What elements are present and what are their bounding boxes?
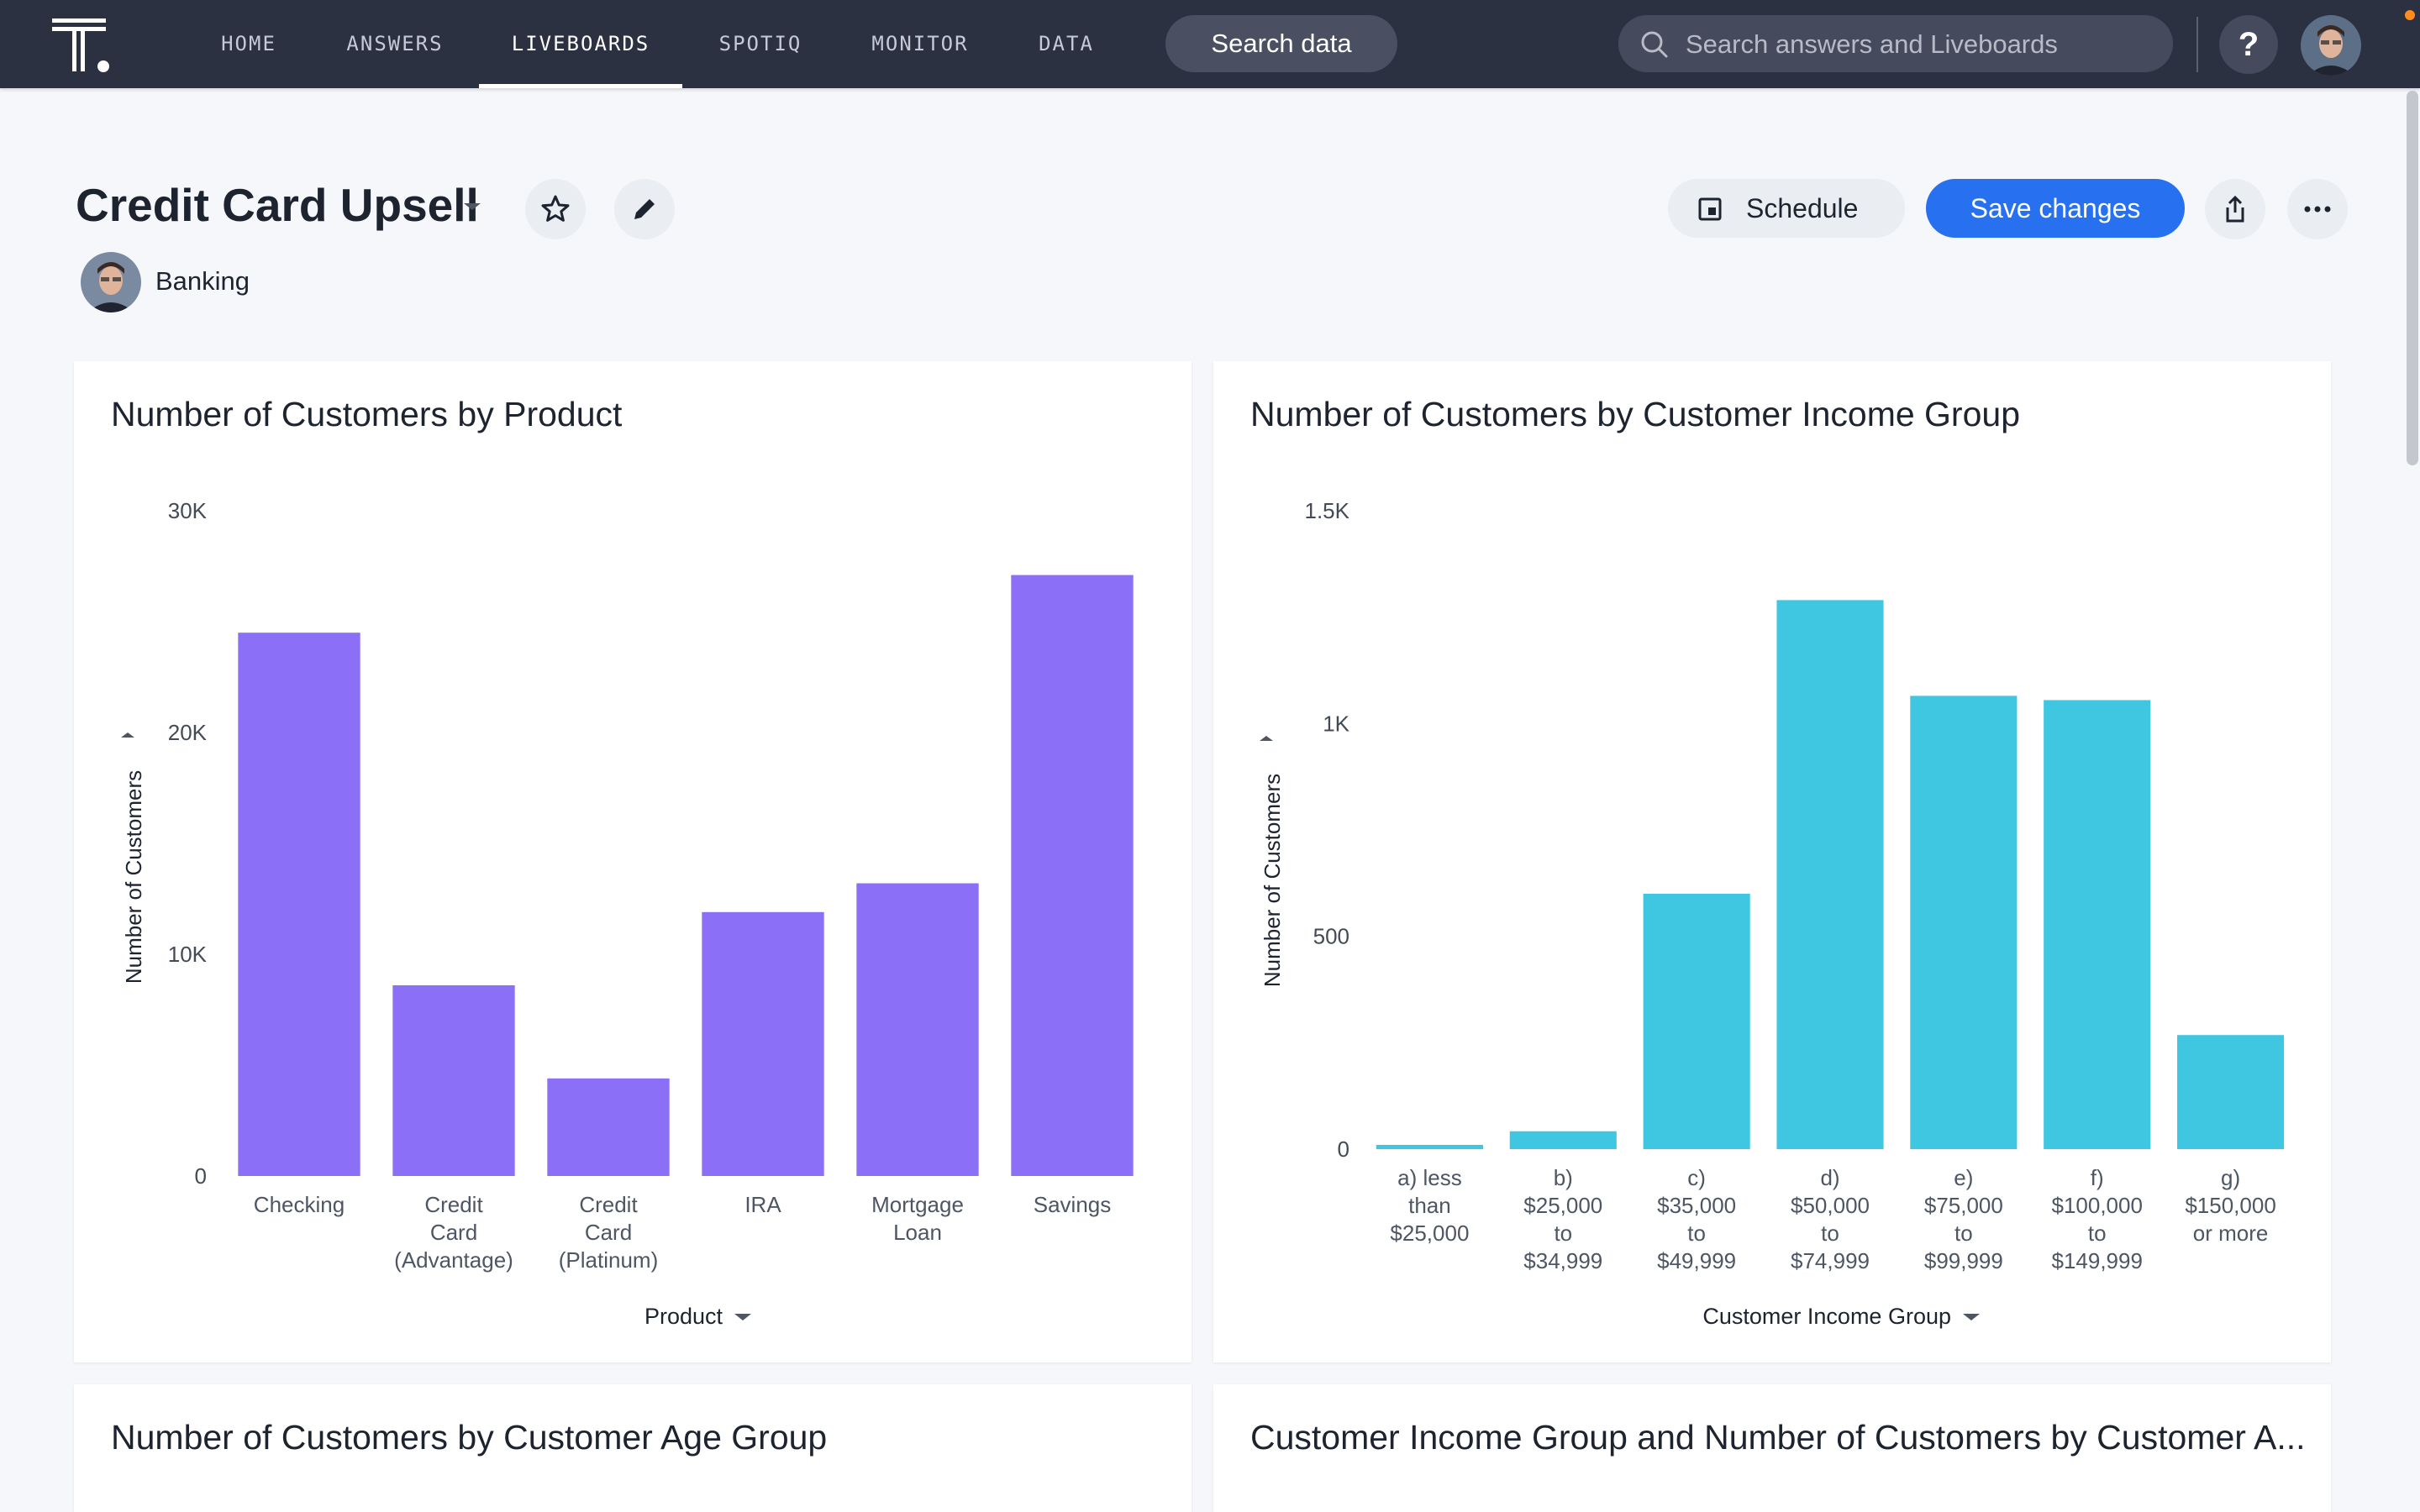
bar-4 [1910, 696, 2018, 1149]
bar-1 [1509, 1131, 1617, 1149]
x-category-label: Credit Card (Advantage) [394, 1192, 513, 1273]
top-navigation-bar: HOME ANSWERS LIVEBOARDS SPOTIQ MONITOR D… [0, 0, 2420, 88]
income-group-bar-chart: 0 500 1K 1.5K Number of Customers a) less than… [1260, 498, 2285, 1329]
bar-6 [2177, 1035, 2285, 1149]
x-category-label: e) $75,000 to $99,999 [1924, 1165, 2003, 1273]
chart-card-product[interactable]: Number of Customers by Product 0 10K 20K 30… [74, 361, 1192, 1362]
avatar-image [81, 252, 141, 312]
x-category-label: g) $150,000 or more [2185, 1165, 2275, 1246]
bar-3 [702, 911, 824, 1176]
edit-button[interactable] [614, 179, 675, 239]
x-category-label: IRA [744, 1192, 781, 1217]
chart-card-age-group[interactable]: Number of Customers by Customer Age Grou… [74, 1384, 1192, 1512]
chart-card-income-group[interactable]: Number of Customers by Customer Income G… [1213, 361, 2331, 1362]
y-axis-title: Number of Customers [1260, 774, 1285, 987]
y-tick-label: 10K [168, 942, 208, 967]
bar-3 [1776, 600, 1884, 1149]
y-axis-caret-icon [1260, 736, 1273, 741]
nav-data[interactable]: DATA [1039, 32, 1094, 55]
calendar-icon [1698, 197, 1722, 221]
nav-home[interactable]: HOME [221, 32, 276, 55]
bar-4 [856, 883, 979, 1176]
share-icon [2226, 195, 2244, 223]
y-axis-caret-icon [121, 732, 134, 738]
nav-answers[interactable]: ANSWERS [346, 32, 444, 55]
more-icon [2304, 206, 2331, 213]
x-axis-title: Customer Income Group [1702, 1304, 1951, 1329]
schedule-label: Schedule [1746, 193, 1859, 223]
x-category-label: Credit Card (Platinum) [559, 1192, 658, 1273]
liveboard-title[interactable]: Credit Card Upsell [76, 179, 479, 231]
global-search-box[interactable] [1618, 15, 2173, 74]
y-tick-label: 0 [195, 1163, 207, 1189]
y-tick-label: 1.5K [1305, 498, 1350, 523]
x-category-label: f) $100,000 to $149,999 [2051, 1165, 2142, 1273]
card-title: Customer Income Group and Number of Cust… [1250, 1418, 2306, 1457]
y-axis-title: Number of Customers [121, 770, 146, 984]
x-axis-caret-icon [734, 1314, 751, 1320]
bar-2 [547, 1078, 670, 1176]
x-category-label: b) $25,000 to $34,999 [1523, 1165, 1602, 1273]
bar-5 [1011, 575, 1134, 1176]
favorite-button[interactable] [525, 179, 586, 239]
more-options-button[interactable] [2287, 179, 2348, 239]
thoughtspot-logo[interactable] [52, 18, 111, 74]
search-icon [1641, 31, 1668, 58]
search-data-button[interactable]: Search data [1165, 15, 1397, 72]
nav-monitor[interactable]: MONITOR [871, 32, 969, 55]
x-category-label: Checking [254, 1192, 345, 1217]
bar-2 [1643, 894, 1750, 1149]
x-category-label: c) $35,000 to $49,999 [1657, 1165, 1736, 1273]
user-avatar[interactable] [2301, 15, 2361, 76]
x-axis-caret-icon [1963, 1314, 1980, 1320]
x-category-label: Savings [1034, 1192, 1112, 1217]
y-tick-label: 0 [1338, 1137, 1349, 1162]
help-button[interactable]: ? [2219, 15, 2278, 74]
author-avatar [81, 252, 141, 312]
schedule-button[interactable]: Schedule [1668, 179, 1905, 238]
bar-5 [2044, 700, 2151, 1149]
x-category-label: d) $50,000 to $74,999 [1791, 1165, 1870, 1273]
bar-1 [392, 984, 515, 1176]
author-name: Banking [155, 266, 250, 296]
y-tick-label: 20K [168, 720, 208, 745]
x-category-label: a) less than $25,000 [1390, 1165, 1469, 1246]
product-bar-chart: 0 10K 20K 30K Number of Customers Checking Cre… [121, 498, 1134, 1329]
y-tick-label: 30K [168, 498, 208, 523]
pencil-icon [634, 199, 655, 219]
y-tick-label: 1K [1323, 711, 1349, 736]
notification-dot [2405, 10, 2415, 20]
caret-down-icon[interactable] [460, 200, 484, 213]
bar-0 [1376, 1144, 1483, 1149]
save-changes-button[interactable]: Save changes [1926, 179, 2185, 238]
global-search-input[interactable] [1684, 15, 2158, 74]
chart-card-income-age[interactable]: Customer Income Group and Number of Cust… [1213, 1384, 2331, 1512]
x-axis-title: Product [644, 1304, 723, 1329]
star-icon [541, 195, 570, 222]
x-category-label: Mortgage Loan [871, 1192, 964, 1245]
nav-liveboards[interactable]: LIVEBOARDS [479, 0, 682, 88]
nav-divider [2196, 17, 2198, 72]
nav-spotiq[interactable]: SPOTIQ [718, 32, 802, 55]
help-icon: ? [2238, 26, 2260, 63]
card-title: Number of Customers by Customer Age Grou… [111, 1418, 828, 1457]
share-button[interactable] [2205, 179, 2265, 239]
bar-0 [238, 633, 360, 1176]
avatar-image [2301, 15, 2361, 76]
y-tick-label: 500 [1313, 924, 1349, 949]
scrollbar-thumb[interactable] [2407, 91, 2418, 465]
